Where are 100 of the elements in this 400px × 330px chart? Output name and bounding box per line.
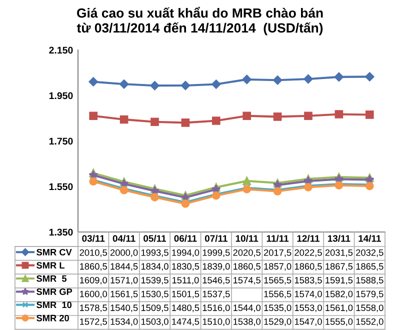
point [180, 80, 190, 90]
data-label: 1529,0 [264, 318, 292, 326]
data-label: 1530,5 [141, 290, 168, 298]
point [242, 112, 252, 120]
legend-label: SMR L [36, 262, 64, 269]
data-label: 1844,5 [110, 263, 138, 271]
data-label: 1583,5 [294, 276, 322, 285]
y-tick-label: 1.750 [49, 138, 73, 145]
point [273, 112, 282, 121]
chart-title: Giá cao su xuất khẩu do MRB chào bán từ 03/11/2014 đến 14/11/2014 (USD/tấn) [76, 6, 323, 36]
data-label: 1535,0 [264, 304, 292, 312]
data-label: 1547,0 [294, 318, 322, 326]
data-label: 2020,5 [233, 249, 260, 257]
x-tick-label: 12/11 [297, 234, 320, 242]
point [334, 72, 344, 82]
data-label: 1839,0 [202, 263, 230, 271]
data-label: 1857,0 [264, 263, 292, 271]
point [304, 112, 312, 120]
x-tick-label: 03/11 [82, 234, 105, 242]
data-label: 1555,0 [326, 318, 353, 326]
legend-label: SMR 10 [36, 302, 72, 308]
data-label: 1574,5 [234, 277, 260, 285]
data-label: 1830,5 [172, 263, 200, 271]
data-label: 1561,0 [326, 304, 353, 312]
point [120, 115, 128, 124]
data-label: 1537,5 [202, 290, 230, 298]
data-label: 1600,0 [80, 290, 108, 298]
data-label: 1553,0 [294, 304, 322, 312]
x-tick-label: 10/11 [236, 234, 258, 242]
data-label: 1516,0 [202, 304, 230, 312]
data-label: 1556,5 [264, 290, 292, 298]
x-tick-label: 06/11 [174, 234, 197, 242]
data-label: 1574,0 [294, 290, 322, 298]
data-label: 1993,5 [141, 249, 168, 257]
y-tick-label: 2.150 [49, 46, 73, 54]
data-label: 2010,5 [80, 249, 107, 257]
data-label: 2017,5 [264, 249, 292, 257]
data-label: 1511,0 [172, 276, 199, 285]
point [212, 116, 220, 125]
point [150, 80, 160, 90]
data-label: 2032,5 [356, 249, 384, 257]
point [150, 118, 159, 126]
data-label: 1546,5 [202, 276, 230, 285]
data-label: 1509,5 [141, 304, 168, 312]
data-label: 1480,5 [172, 304, 200, 312]
data-label: 1867,5 [326, 263, 353, 271]
data-label: 1558,0 [356, 304, 384, 312]
data-label: 1561,5 [110, 290, 138, 298]
legend-label: SMR GP [36, 288, 72, 295]
data-label: 1503,0 [141, 318, 168, 326]
data-label: 1834,0 [141, 263, 168, 271]
point [272, 76, 282, 85]
data-label: 1539,5 [141, 276, 168, 285]
x-tick-label: 04/11 [112, 234, 136, 242]
data-label: 1552,0 [356, 318, 384, 326]
legend-label: SMR CV [36, 248, 72, 256]
y-tick-label: 1.550 [49, 183, 73, 190]
x-tick-label: 07/11 [204, 234, 228, 242]
data-label: 1571,0 [110, 276, 138, 285]
x-tick-label: 13/11 [328, 234, 350, 242]
y-tick-label: 1.950 [49, 92, 73, 100]
x-tick-label: 05/11 [144, 234, 166, 242]
point [212, 80, 221, 89]
data-label: 1860,5 [80, 263, 107, 271]
point [89, 112, 98, 120]
data-label: 2031,5 [325, 249, 353, 257]
data-label: 1540,5 [110, 304, 138, 312]
data-label: 1582,0 [326, 290, 353, 298]
data-label: 1578,5 [80, 304, 107, 312]
point [304, 74, 313, 84]
point [242, 176, 252, 186]
point [181, 118, 190, 127]
data-label: 1860,5 [294, 263, 322, 271]
data-label: 1510,0 [202, 318, 230, 326]
data-label: 1565,5 [264, 276, 292, 285]
data-label: 1538,0 [234, 318, 261, 326]
data-label: 1860,5 [234, 263, 260, 271]
data-label: 1999,5 [202, 249, 230, 257]
data-label: 1591,5 [326, 276, 353, 285]
data-label: 1474,5 [172, 318, 200, 326]
data-label: 1572,5 [80, 318, 107, 326]
point [89, 177, 98, 186]
data-label: 1534,0 [110, 318, 138, 326]
point [242, 74, 252, 84]
legend-label: SMR 20 [36, 314, 69, 322]
data-label: 1994,0 [172, 249, 200, 257]
data-label: 1865,5 [356, 263, 384, 271]
data-label: 1609,0 [80, 276, 108, 285]
data-label: 2022,5 [294, 249, 322, 257]
data-label: 1501,5 [172, 290, 200, 298]
point [365, 72, 374, 82]
point [334, 110, 344, 118]
point [88, 77, 98, 86]
point [334, 181, 344, 190]
legend-label: SMR 5 [36, 275, 67, 282]
data-label: 1588,5 [356, 276, 384, 285]
x-tick-label: 11/11 [266, 234, 289, 242]
point [119, 80, 129, 89]
data-label: 1579,5 [356, 290, 384, 298]
y-tick-label: 1.350 [49, 228, 73, 236]
